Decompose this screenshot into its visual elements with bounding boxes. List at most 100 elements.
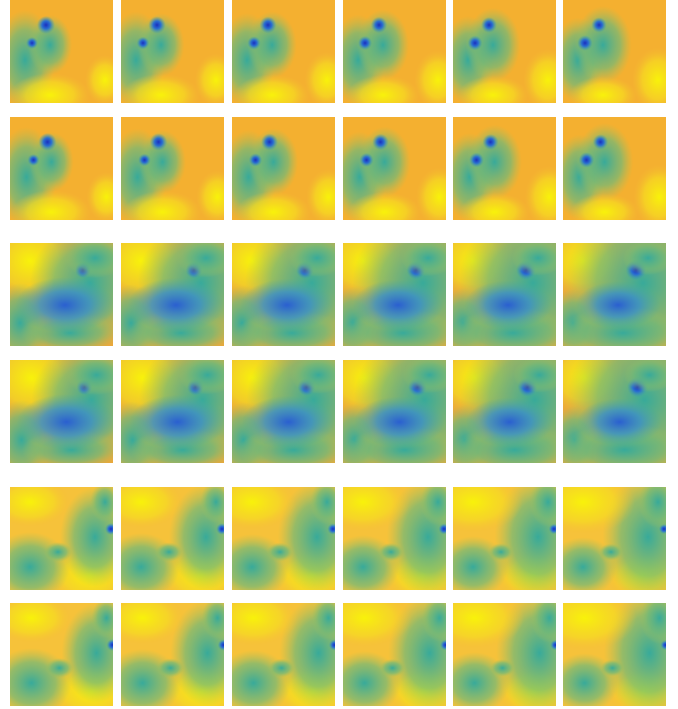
heat-region	[46, 658, 74, 678]
heatmap-panel	[423, 471, 581, 601]
heat-region	[107, 639, 119, 651]
heat-region	[576, 281, 661, 329]
heat-region	[458, 76, 528, 115]
heat-region	[468, 36, 483, 51]
heat-region	[216, 523, 228, 535]
heat-region	[312, 596, 346, 641]
heat-region	[569, 76, 637, 113]
heatmap-panel	[107, 0, 237, 116]
heat-region	[481, 17, 497, 33]
heat-region	[10, 73, 90, 117]
heat-region	[137, 37, 150, 50]
heat-region	[372, 134, 388, 150]
heat-region	[593, 134, 608, 149]
heatmap-panel	[443, 117, 574, 231]
heat-region	[39, 133, 57, 151]
heat-region	[371, 17, 387, 33]
heatmap-panel	[332, 117, 463, 232]
heat-region	[178, 356, 236, 395]
heatmap-panel	[317, 589, 471, 709]
heat-region	[469, 153, 484, 168]
heat-region	[202, 597, 234, 639]
heat-region	[601, 660, 625, 677]
heatmap-panel	[442, 0, 573, 114]
heat-region	[466, 397, 554, 446]
heat-region	[129, 395, 226, 449]
heatmap-panel	[220, 117, 351, 233]
heatmap-panel	[425, 587, 583, 709]
heat-region	[90, 482, 120, 522]
heat-region	[268, 659, 294, 678]
heat-region	[15, 277, 115, 333]
heat-region	[329, 639, 340, 650]
heatmap-panel	[554, 117, 678, 231]
heat-region	[138, 154, 151, 167]
heat-region	[26, 37, 38, 49]
heat-region	[359, 153, 373, 167]
heat-region	[623, 241, 674, 275]
heat-region	[124, 191, 202, 234]
heat-region	[267, 543, 293, 562]
heat-region	[290, 356, 346, 394]
heat-region	[624, 358, 675, 392]
heatmap-panel	[542, 205, 678, 361]
heat-region	[327, 523, 338, 534]
heat-region	[122, 74, 200, 117]
heat-region	[148, 16, 165, 33]
heat-region	[150, 133, 167, 150]
heat-region	[577, 35, 593, 51]
heat-region	[44, 542, 72, 562]
heat-region	[242, 396, 336, 449]
heat-region	[577, 398, 662, 446]
heat-region	[571, 193, 639, 230]
heat-region	[529, 477, 566, 527]
heat-region	[531, 593, 568, 643]
heat-region	[200, 481, 232, 523]
heat-region	[459, 193, 529, 232]
heat-region	[195, 54, 237, 107]
heatmap-panel	[207, 474, 356, 603]
heat-region	[513, 357, 566, 392]
heat-region	[348, 192, 421, 232]
heat-region	[579, 152, 595, 168]
heat-region	[17, 394, 117, 450]
heat-region	[85, 55, 125, 105]
heat-region	[354, 397, 445, 448]
heatmap-grid	[0, 0, 678, 709]
heat-region	[512, 240, 565, 275]
heat-region	[92, 598, 122, 638]
heatmap-panel	[331, 0, 462, 115]
heat-region	[464, 280, 552, 329]
heat-region	[639, 476, 678, 528]
heatmap-panel	[209, 590, 358, 709]
heat-region	[401, 240, 456, 276]
heat-region	[380, 659, 405, 677]
heat-region	[422, 594, 457, 641]
heatmap-panel	[553, 0, 678, 114]
heat-region	[310, 480, 344, 525]
heat-region	[483, 134, 499, 150]
heatmap-panel	[219, 0, 350, 116]
heatmap-panel	[316, 473, 470, 603]
heatmap-panel	[0, 0, 125, 117]
heat-region	[234, 74, 309, 115]
heat-region	[358, 36, 372, 50]
heat-region	[260, 17, 277, 34]
heat-region	[218, 639, 230, 651]
heat-region	[640, 592, 678, 644]
heat-region	[37, 16, 55, 34]
heatmap-panel	[100, 592, 246, 709]
heat-region	[240, 279, 334, 332]
heat-region	[353, 280, 444, 331]
heat-region	[247, 36, 260, 49]
heat-region	[591, 17, 606, 32]
heat-region	[347, 75, 420, 115]
heatmap-panel	[0, 477, 135, 605]
heat-region	[87, 172, 127, 222]
heat-region	[67, 355, 127, 395]
heat-region	[65, 238, 125, 278]
heat-region	[12, 190, 92, 234]
heat-region	[489, 543, 514, 561]
heatmap-panel	[0, 117, 127, 234]
heat-region	[236, 191, 311, 232]
